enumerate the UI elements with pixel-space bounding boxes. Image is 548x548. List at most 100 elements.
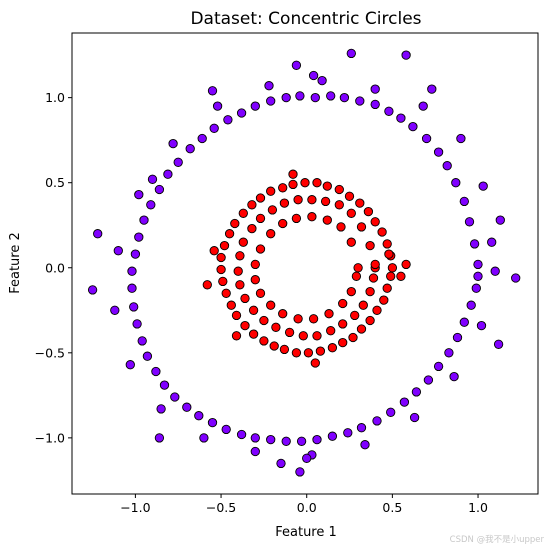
data-point-series-2-29 [259,336,269,346]
data-point-series-2-77 [322,215,332,225]
data-point-series-2-39 [365,315,375,326]
data-point-series-2-72 [368,273,379,283]
x-tick-label: 0.5 [382,500,402,515]
data-point-series-2-11 [300,178,310,188]
data-point-series-2-101 [231,331,242,341]
data-point-series-2-21 [216,252,226,263]
data-point-series-1-16 [295,91,305,101]
x-tick-label: 1.0 [468,500,488,515]
data-point-series-1-1 [469,239,480,249]
data-point-series-1-77 [110,305,120,315]
data-point-series-2-80 [278,218,288,229]
data-point-series-1-62 [459,317,469,327]
data-point-series-1-95 [147,174,158,184]
data-point-series-1-65 [473,271,483,281]
data-point-series-1-39 [159,380,170,390]
data-point-series-2-88 [293,314,303,324]
data-point-series-2-27 [240,320,250,331]
data-point-series-2-33 [303,348,314,358]
data-point-series-1-85 [449,371,459,382]
data-point-series-2-47 [346,208,356,218]
data-point-series-2-22 [216,264,226,275]
data-point-series-2-75 [346,237,356,247]
data-point-series-1-79 [156,404,166,414]
data-point-series-2-23 [218,276,228,287]
data-point-series-1-59 [433,361,444,372]
data-point-series-2-50 [307,195,317,205]
data-point-series-2-43 [386,271,396,281]
data-point-series-2-98 [288,169,298,179]
data-point-series-1-33 [127,283,137,293]
data-point-series-1-12 [355,96,365,106]
data-point-series-2-84 [250,275,260,285]
data-point-series-1-73 [212,101,223,111]
data-point-series-1-57 [411,387,422,397]
data-point-series-1-72 [264,81,274,91]
data-point-series-2-25 [226,300,236,310]
data-point-series-1-97 [295,467,305,477]
data-point-series-1-42 [194,411,204,421]
data-point-series-2-46 [356,222,367,232]
data-point-series-1-49 [296,436,307,446]
data-point-series-2-100 [401,259,411,270]
data-point-series-1-92 [87,285,98,295]
data-point-series-2-93 [351,271,362,281]
data-point-series-1-74 [168,138,178,149]
data-point-series-2-37 [348,332,358,343]
data-point-series-1-3 [459,196,469,207]
data-point-series-2-45 [365,240,375,251]
data-point-series-1-58 [423,375,434,385]
data-point-series-1-101 [346,48,356,59]
data-point-series-1-80 [199,433,209,443]
data-point-series-1-87 [490,266,500,276]
data-point-series-1-88 [495,215,505,225]
data-point-series-1-8 [408,121,418,132]
data-point-series-2-68 [338,319,348,329]
y-tick-label: 0.5 [45,175,65,190]
x-axis-ticks: −1.0 −0.5 0.0 0.5 1.0 [120,494,488,515]
data-point-series-2-89 [308,314,319,324]
data-point-series-2-95 [384,249,394,259]
data-point-series-1-100 [276,458,286,469]
data-point-series-1-19 [250,101,260,111]
data-point-series-2-9 [322,181,332,191]
y-tick-label: −0.5 [35,345,65,360]
data-point-series-1-5 [442,161,452,171]
data-point-series-2-56 [238,237,248,247]
data-point-series-1-17 [281,92,291,103]
data-point-series-2-73 [370,259,380,270]
data-point-series-1-68 [456,133,466,144]
data-point-series-1-75 [134,189,144,200]
data-point-series-1-96 [291,60,302,70]
data-point-series-2-7 [344,191,355,201]
data-point-series-1-13 [339,92,350,103]
data-point-series-2-85 [255,288,266,298]
data-point-series-1-9 [396,113,406,123]
data-point-series-1-27 [154,184,165,195]
data-point-series-1-10 [384,106,394,116]
data-point-series-1-102 [207,86,218,96]
data-point-series-1-81 [250,446,260,457]
data-point-series-2-26 [231,310,242,321]
data-point-series-2-17 [238,208,248,218]
data-point-series-1-0 [473,259,483,270]
plot-frame [71,32,539,495]
data-point-series-2-87 [278,309,288,319]
data-point-series-1-36 [137,336,147,346]
data-point-series-1-15 [310,92,320,103]
data-point-series-1-103 [154,433,165,443]
data-point-series-1-4 [451,178,461,188]
data-point-series-1-2 [464,217,475,227]
data-point-series-1-38 [151,366,161,377]
data-point-series-2-59 [235,280,245,290]
data-point-series-1-70 [370,84,380,94]
data-point-series-1-45 [236,429,247,440]
data-point-series-2-8 [334,184,344,195]
data-point-series-1-63 [466,300,476,310]
data-point-series-2-38 [356,324,367,334]
data-point-series-2-32 [291,348,302,358]
data-point-series-1-34 [129,302,139,312]
data-point-series-2-35 [327,343,338,353]
data-point-series-2-78 [307,212,317,222]
